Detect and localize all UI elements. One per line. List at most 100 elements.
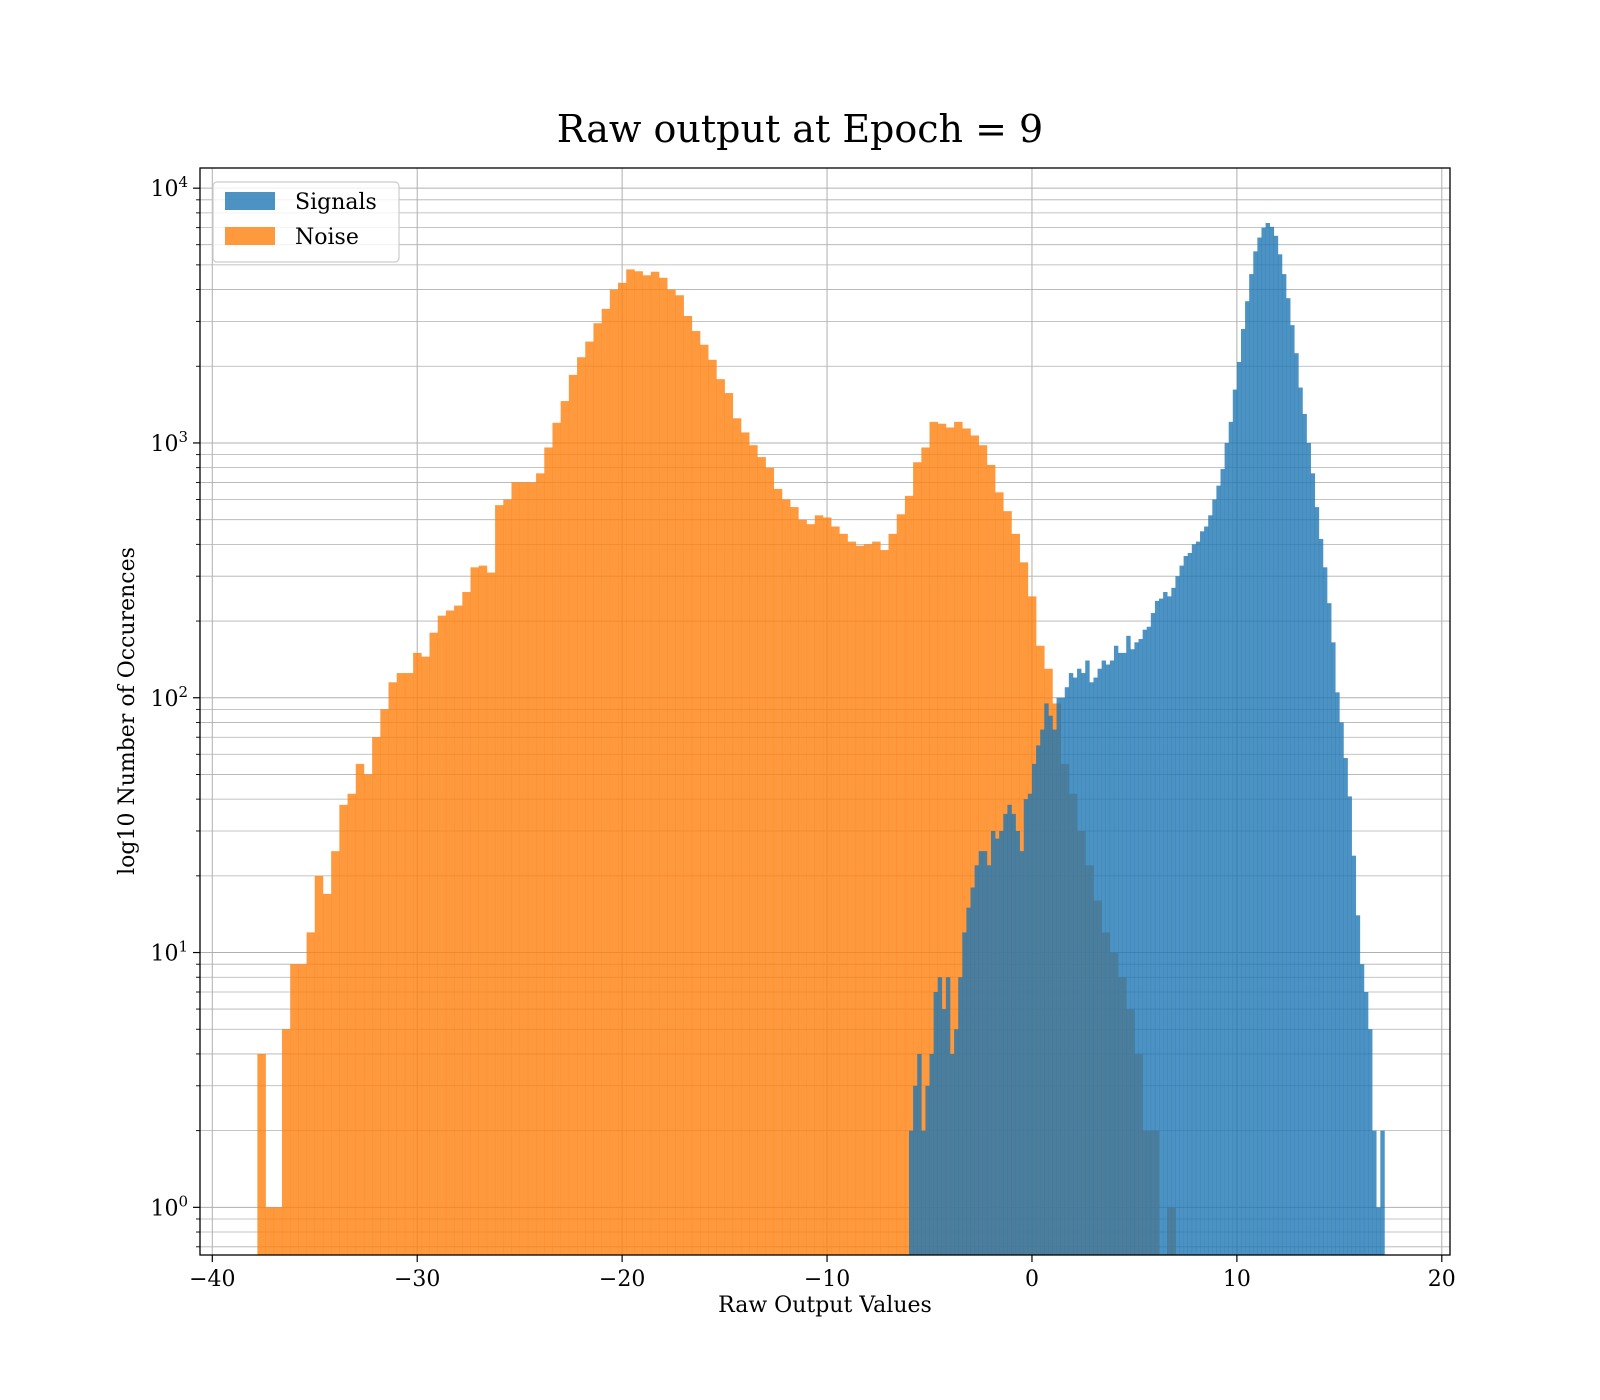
histogram-bar xyxy=(1183,556,1189,1255)
histogram-bar xyxy=(921,1130,926,1255)
histogram-bar xyxy=(855,545,865,1255)
chart-title: Raw output at Epoch = 9 xyxy=(557,107,1043,151)
histogram-bar xyxy=(1134,642,1139,1255)
histogram-bar xyxy=(1023,799,1029,1255)
histogram-bar xyxy=(1060,697,1066,1255)
y-tick-base: 10 xyxy=(150,1196,178,1221)
histogram-bar xyxy=(1056,697,1061,1255)
histogram-bar xyxy=(1072,677,1078,1255)
histogram-bar xyxy=(618,282,627,1255)
histogram-bar xyxy=(503,499,512,1255)
histogram-bar xyxy=(806,524,816,1255)
histogram-bar xyxy=(1224,442,1229,1255)
histogram-bar xyxy=(1097,668,1102,1255)
series-signals xyxy=(909,222,1385,1256)
histogram-bar xyxy=(462,592,471,1255)
plot-frame xyxy=(199,167,1451,1256)
histogram-bar xyxy=(511,482,520,1255)
histogram-bar xyxy=(945,977,951,1255)
histogram-bar xyxy=(593,323,602,1255)
y-tick-base: 10 xyxy=(150,942,178,967)
histogram-bar xyxy=(1068,673,1074,1255)
histogram-bar xyxy=(560,401,570,1255)
histogram-bar xyxy=(749,445,758,1256)
histogram-bar xyxy=(1064,687,1070,1255)
histogram-bar xyxy=(1314,507,1320,1255)
x-tick-label: 20 xyxy=(1428,1267,1456,1292)
histogram-bar xyxy=(1306,442,1311,1255)
histogram-bar xyxy=(966,907,971,1255)
histogram-bar xyxy=(1036,745,1041,1255)
histogram-bar xyxy=(1265,222,1270,1256)
histogram-bar xyxy=(732,418,742,1255)
histogram-bar xyxy=(1007,804,1012,1255)
histogram-bar xyxy=(1281,274,1287,1255)
histogram-bar xyxy=(568,374,578,1255)
histogram-bar xyxy=(863,544,873,1255)
y-tick-label: 102 xyxy=(150,683,188,712)
histogram-bar xyxy=(1331,642,1336,1255)
x-tick-label: 0 xyxy=(1025,1267,1039,1292)
histogram-bar xyxy=(929,421,939,1255)
y-tick-label: 104 xyxy=(150,173,188,202)
histogram-bar xyxy=(1228,421,1234,1255)
histogram-bar xyxy=(917,1053,922,1255)
histogram-bar xyxy=(1167,596,1172,1255)
histogram-bar xyxy=(1126,635,1131,1255)
x-tick-label: −10 xyxy=(804,1267,850,1292)
legend: Signals Noise xyxy=(212,181,400,263)
histogram-bar xyxy=(1290,325,1295,1255)
histogram-bar xyxy=(650,271,660,1255)
y-tick-exponent: 3 xyxy=(178,428,188,446)
histogram-bar xyxy=(990,830,996,1255)
histogram-bar xyxy=(552,422,561,1255)
histogram-bar xyxy=(527,482,537,1255)
histogram-bar xyxy=(495,505,504,1255)
histogram-bar xyxy=(958,977,963,1255)
histogram-bar xyxy=(954,1029,959,1255)
histogram-bar xyxy=(1232,389,1238,1255)
histogram-bar xyxy=(1339,722,1344,1255)
histogram-bar xyxy=(1154,600,1160,1255)
histogram-bar xyxy=(519,482,529,1255)
histogram-bar xyxy=(1191,544,1197,1255)
y-tick-exponent: 1 xyxy=(178,938,188,956)
histogram-bar xyxy=(486,572,496,1255)
histogram-bar xyxy=(880,550,889,1255)
histogram-bar xyxy=(1085,660,1090,1255)
histogram-bar xyxy=(970,887,975,1255)
histogram-bar xyxy=(265,1207,275,1255)
histogram-bar xyxy=(1240,329,1246,1255)
histogram-bar xyxy=(1257,237,1262,1255)
histogram-bar xyxy=(1220,469,1225,1256)
histogram-bar xyxy=(363,774,373,1255)
histogram-bar xyxy=(1138,639,1143,1255)
histogram-bar xyxy=(429,632,439,1255)
histogram-bar xyxy=(781,499,791,1255)
histogram-bar xyxy=(962,428,971,1256)
histogram-bar xyxy=(1109,660,1115,1255)
x-tick-label: −40 xyxy=(189,1267,235,1292)
y-tick-exponent: 4 xyxy=(178,173,188,191)
histogram-bar xyxy=(790,507,799,1255)
histogram-bar xyxy=(339,804,348,1255)
histogram-bar xyxy=(667,289,676,1256)
histogram-bar xyxy=(601,308,611,1256)
histogram-bar xyxy=(708,359,717,1256)
histogram-bar xyxy=(691,331,701,1256)
bars-layer xyxy=(257,222,1385,1256)
y-axis-label: log10 Number of Occurences xyxy=(115,547,140,875)
histogram-bar xyxy=(941,1009,947,1255)
histogram-bar xyxy=(974,865,979,1255)
histogram-bar xyxy=(1200,531,1205,1255)
histogram-bar xyxy=(1130,649,1135,1255)
histogram-bar xyxy=(1122,652,1127,1255)
y-tick-label: 101 xyxy=(150,938,188,967)
histogram-bar xyxy=(1044,703,1049,1255)
histogram-bar xyxy=(1261,227,1266,1255)
histogram-bar xyxy=(1277,254,1283,1255)
y-tick-base: 10 xyxy=(150,687,178,712)
histogram-bar xyxy=(380,709,389,1255)
histogram-bar xyxy=(954,421,963,1255)
histogram-bar xyxy=(281,1029,291,1255)
